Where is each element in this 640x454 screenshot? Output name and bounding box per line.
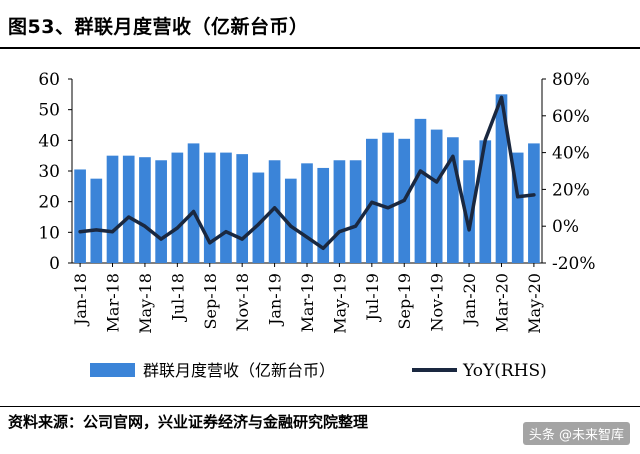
x-axis-labels: Jan-18 Mar-18 May-18 Jul-18 Sep-18 Nov-18 Jan-… <box>71 263 544 334</box>
bar <box>187 143 200 263</box>
bar <box>301 163 313 263</box>
x-tick-label: Jul-19 <box>363 273 382 323</box>
chart: 0 10 20 30 40 50 60 -20% 0% 20% 40% 60% 80% Jan-18 M… <box>38 70 596 381</box>
bar <box>220 152 232 263</box>
left-tick-label: 30 <box>38 162 60 182</box>
yoy-point <box>467 228 471 232</box>
yoy-point <box>435 180 439 184</box>
x-tick-label: May-18 <box>136 273 155 334</box>
x-tick-label: Jan-19 <box>266 273 285 327</box>
x-tick-label: Mar-19 <box>298 273 317 332</box>
right-tick-label: 20% <box>552 180 590 200</box>
source-note: 资料来源：公司官网，兴业证券经济与金融研究院整理 <box>8 413 369 431</box>
bar <box>90 178 103 263</box>
right-axis: -20% 0% 20% 40% 60% 80% <box>541 70 596 274</box>
yoy-point <box>402 198 406 202</box>
left-tick-label: 20 <box>38 193 60 213</box>
yoy-point <box>256 222 260 226</box>
left-tick-label: 50 <box>38 101 60 121</box>
right-tick-label: 0% <box>552 217 579 237</box>
bar <box>333 160 346 263</box>
title-divider <box>0 47 640 49</box>
x-tick-label: Nov-19 <box>428 273 447 331</box>
x-tick-label: Mar-20 <box>492 273 511 332</box>
x-tick-label: Sep-19 <box>395 273 414 329</box>
x-tick-label: Sep-18 <box>201 273 220 329</box>
yoy-point <box>78 230 82 234</box>
yoy-point <box>240 237 244 241</box>
x-tick-label: Jan-20 <box>460 273 479 327</box>
right-tick-label: 60% <box>552 107 590 127</box>
yoy-point <box>159 237 163 241</box>
bar <box>528 143 540 263</box>
x-tick-label: Mar-18 <box>104 273 123 332</box>
bar <box>382 132 394 263</box>
legend: 群联月度营收（亿新台币） YoY(RHS) <box>90 361 547 381</box>
bar <box>430 129 443 263</box>
bar <box>74 169 86 263</box>
x-tick-label: Nov-18 <box>233 273 252 331</box>
bar <box>139 157 151 263</box>
right-tick-label: -20% <box>552 254 596 274</box>
yoy-point <box>224 230 228 234</box>
bar <box>349 160 362 263</box>
legend-bar-label: 群联月度营收（亿新台币） <box>143 361 335 380</box>
yoy-point <box>516 195 520 199</box>
bar <box>447 137 459 263</box>
bar <box>106 155 119 263</box>
yoy-point <box>289 224 293 228</box>
yoy-line <box>78 95 536 251</box>
x-tick-label: Jul-18 <box>168 273 187 323</box>
yoy-point <box>370 200 374 204</box>
yoy-point <box>499 95 503 99</box>
yoy-point <box>192 209 196 213</box>
left-tick-label: 40 <box>38 131 60 151</box>
bar <box>252 172 265 263</box>
bar <box>479 140 492 263</box>
yoy-point <box>111 230 115 234</box>
legend-line-label: YoY(RHS) <box>462 361 547 381</box>
chart-title: 图53、群联月度营收（亿新台币） <box>8 16 309 38</box>
yoy-point <box>418 169 422 173</box>
left-tick-label: 0 <box>49 254 60 274</box>
bar <box>511 152 524 263</box>
bar <box>495 94 508 263</box>
yoy-point <box>321 246 325 250</box>
x-tick-label: May-20 <box>525 273 544 334</box>
yoy-point <box>273 206 277 210</box>
legend-bar-swatch <box>90 363 135 377</box>
bar <box>155 160 167 263</box>
bar <box>268 160 281 263</box>
yoy-point <box>208 241 212 245</box>
yoy-point <box>532 193 536 197</box>
left-tick-label: 60 <box>38 70 60 90</box>
right-tick-label: 80% <box>552 70 590 90</box>
footer-divider <box>0 406 640 407</box>
bar <box>203 152 216 263</box>
yoy-point <box>483 138 487 142</box>
yoy-point <box>386 206 390 210</box>
yoy-point <box>337 230 341 234</box>
x-tick-label: Jan-18 <box>71 273 90 327</box>
right-tick-label: 40% <box>552 144 590 164</box>
bar <box>122 155 135 263</box>
yoy-point <box>143 224 147 228</box>
yoy-point <box>305 235 309 239</box>
x-tick-label: May-19 <box>330 273 349 334</box>
yoy-point <box>94 228 98 232</box>
left-tick-label: 10 <box>38 223 60 243</box>
yoy-point <box>175 226 179 230</box>
bar <box>171 152 184 263</box>
yoy-point <box>354 224 358 228</box>
yoy-point <box>127 215 131 219</box>
yoy-point <box>451 154 455 158</box>
bars <box>74 94 540 263</box>
watermark: 头条 @未来智库 <box>522 422 630 445</box>
bar <box>414 118 427 263</box>
bar <box>236 154 249 263</box>
bar <box>317 167 330 263</box>
bar <box>463 160 475 263</box>
bar <box>284 178 297 263</box>
